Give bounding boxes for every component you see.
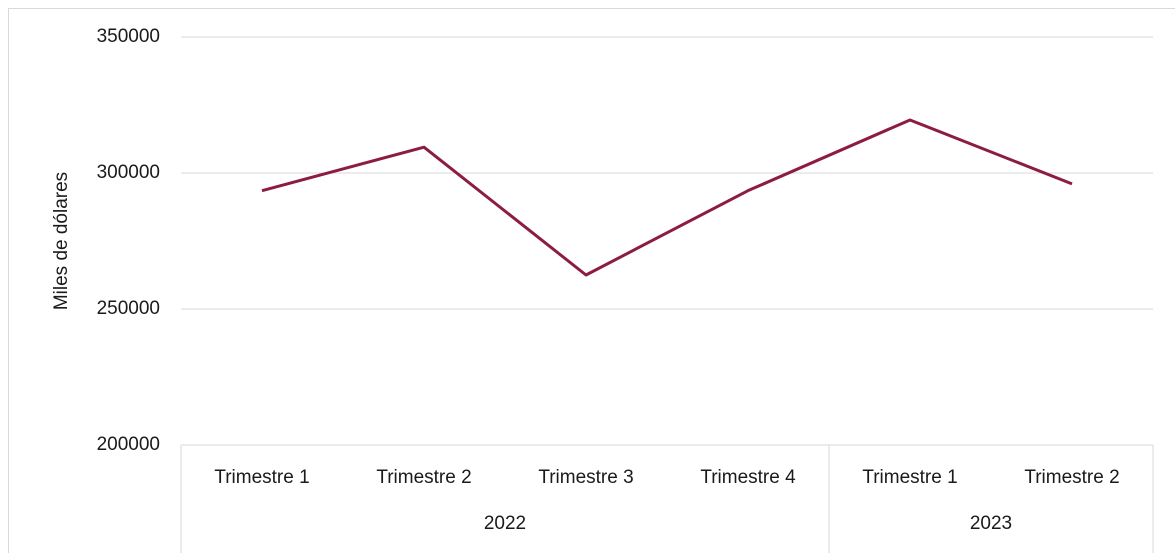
y-tick-label: 300000 xyxy=(97,162,160,183)
y-tick-label: 200000 xyxy=(97,434,160,455)
chart-frame xyxy=(8,8,1175,553)
x-group-label: 2022 xyxy=(484,513,526,534)
y-axis-label: Miles de dólares xyxy=(51,172,72,310)
x-tick-label: Trimestre 2 xyxy=(376,467,471,488)
x-group-label: 2023 xyxy=(970,513,1012,534)
x-tick-label: Trimestre 2 xyxy=(1024,467,1119,488)
x-tick-label: Trimestre 4 xyxy=(700,467,796,488)
y-tick-label: 350000 xyxy=(97,26,160,47)
x-tick-label: Trimestre 3 xyxy=(538,467,633,488)
y-tick-label: 250000 xyxy=(97,298,160,319)
data-line xyxy=(261,118,1073,277)
x-tick-label: Trimestre 1 xyxy=(862,467,957,488)
x-tick-label: Trimestre 1 xyxy=(214,467,309,488)
